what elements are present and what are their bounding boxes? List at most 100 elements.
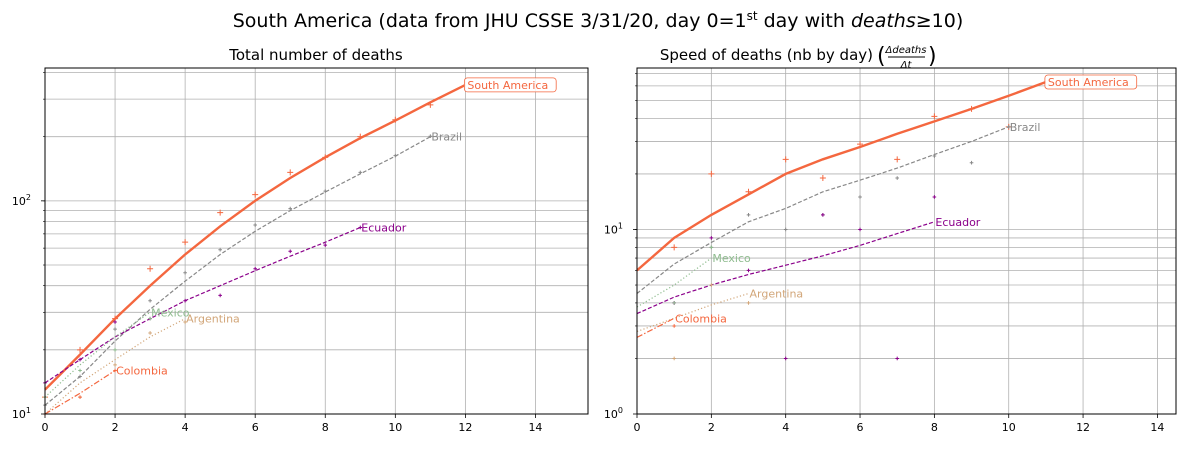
series-line-south-america [636,80,1047,272]
data-point [287,169,294,176]
data-point [113,363,117,367]
x-tick-label: 0 [42,421,49,434]
data-point [183,320,187,324]
data-point [932,154,937,158]
data-point [218,293,222,298]
y-tick-label: 100 [604,406,623,421]
series-label-ecuador: Ecuador [935,216,980,229]
series-line-colombia [44,369,116,415]
x-tick-label: 4 [782,421,789,434]
x-tick-label: 6 [252,421,259,434]
data-point [113,348,117,352]
data-point [393,153,398,158]
data-point [78,395,82,399]
series-line-mexico [636,257,712,308]
data-point [671,244,678,251]
data-point [357,133,364,140]
data-point [858,227,862,232]
series-ecuador: Ecuador [636,195,981,361]
series-line-mexico [44,311,151,398]
series-line-brazil [636,126,1009,294]
series-label-south-america: South America [467,79,548,92]
data-point [113,327,117,331]
data-point [672,301,676,305]
data-point [894,156,901,163]
data-point [857,141,864,148]
series-ecuador: Ecuador [43,221,407,385]
data-point [148,331,152,335]
series-line-brazil [44,136,431,406]
series-label-argentina: Argentina [186,313,240,326]
series-label-brazil: Brazil [431,131,462,144]
series-label-brazil: Brazil [1010,121,1041,134]
data-point [969,160,974,165]
data-point [78,374,82,379]
data-point [358,170,363,175]
series-label-box [1044,74,1138,90]
data-point [113,368,117,373]
fraction-denominator: Δt [900,60,913,71]
x-tick-label: 10 [1002,421,1016,434]
data-point [392,116,399,123]
data-point [932,195,937,199]
series-line-ecuador [636,221,935,315]
data-point [183,270,187,275]
y-tick-label: 102 [12,193,31,208]
series-label-colombia: Colombia [675,312,727,325]
series-line-argentina [44,318,186,415]
data-point [148,316,152,321]
data-point [1006,125,1011,129]
y-axis: 101 102 [12,193,45,421]
data-point [745,188,752,195]
series-line-colombia [636,317,675,338]
y-tick-label: 101 [12,406,31,421]
series-label-ecuador: Ecuador [361,221,406,234]
data-point [968,105,975,112]
data-point [322,154,329,161]
data-point [672,356,676,361]
data-point [288,206,293,211]
series-line-ecuador [44,226,361,384]
data-point [183,298,187,303]
x-tick-label: 12 [1076,421,1090,434]
data-point [428,134,433,139]
data-point [821,213,825,217]
x-axis: 0 2 4 6 8 10 12 14 [42,414,542,434]
x-tick-label: 14 [1150,421,1164,434]
data-point [147,265,154,272]
data-point [709,245,714,250]
data-point [708,170,715,177]
y-axis: 100 101 [604,221,637,421]
data-point [672,324,676,328]
x-tick-label: 10 [388,421,402,434]
series-mexico: Mexico [636,245,751,308]
series-label-mexico: Mexico [712,252,751,265]
data-point [709,283,714,287]
data-point [323,243,328,247]
data-point [253,266,257,271]
axes-frame [44,67,589,415]
x-tick-label: 12 [458,421,472,434]
data-point [895,176,900,180]
figure-title: South America (data from JHU CSSE 3/31/2… [233,9,964,32]
data-point [427,101,434,108]
data-point [931,113,938,120]
series-argentina: Argentina [636,283,803,361]
x-tick-label: 8 [322,421,329,434]
series-label-box [463,77,557,93]
series-label-south-america: South America [1048,76,1129,89]
x-tick-label: 2 [708,421,715,434]
series-south-america: South America [636,74,1138,272]
data-point [217,209,224,216]
data-point [819,175,826,182]
chart-title-speed-deaths: Speed of deaths (nb by day) [660,46,873,64]
series-brazil: Brazil [43,131,462,407]
data-point [783,227,788,232]
x-tick-label: 8 [931,421,938,434]
chart-title-total-deaths: Total number of deaths [228,46,403,64]
series-label-mexico: Mexico [151,306,190,319]
data-point [746,268,751,273]
data-point [782,156,789,163]
data-point [113,320,117,324]
